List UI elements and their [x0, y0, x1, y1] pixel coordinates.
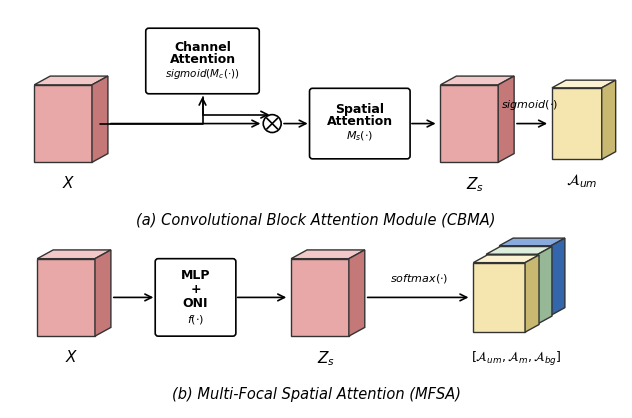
FancyBboxPatch shape — [155, 259, 236, 336]
Polygon shape — [498, 76, 514, 162]
Polygon shape — [95, 250, 111, 336]
Polygon shape — [473, 263, 525, 332]
Text: $Z_s$: $Z_s$ — [317, 349, 335, 368]
Polygon shape — [499, 238, 565, 246]
Text: ONI: ONI — [183, 297, 209, 310]
Text: $\mathcal{A}_{um}$: $\mathcal{A}_{um}$ — [566, 172, 598, 190]
Text: Attention: Attention — [327, 115, 393, 128]
Polygon shape — [34, 85, 92, 162]
Polygon shape — [441, 76, 514, 85]
Text: $Z_s$: $Z_s$ — [466, 175, 484, 194]
Polygon shape — [552, 88, 602, 159]
Text: $X$: $X$ — [63, 175, 76, 191]
Text: +: + — [190, 283, 201, 296]
Polygon shape — [551, 238, 565, 315]
Polygon shape — [486, 254, 538, 324]
Text: (b) Multi-Focal Spatial Attention (MFSA): (b) Multi-Focal Spatial Attention (MFSA) — [171, 387, 461, 402]
Polygon shape — [552, 80, 616, 88]
Text: $softmax(\cdot)$: $softmax(\cdot)$ — [390, 273, 448, 285]
Text: $X$: $X$ — [65, 349, 79, 365]
Polygon shape — [499, 246, 551, 315]
Text: Spatial: Spatial — [336, 103, 384, 116]
Text: $sigmoid(\cdot)$: $sigmoid(\cdot)$ — [501, 98, 557, 112]
Polygon shape — [538, 247, 552, 324]
Text: $sigmoid(M_c(\cdot))$: $sigmoid(M_c(\cdot))$ — [165, 67, 240, 81]
Text: (a) Convolutional Block Attention Module (CBMA): (a) Convolutional Block Attention Module… — [137, 212, 495, 227]
FancyBboxPatch shape — [146, 28, 259, 94]
Polygon shape — [37, 250, 111, 259]
Polygon shape — [37, 259, 95, 336]
Polygon shape — [291, 250, 365, 259]
Polygon shape — [92, 76, 108, 162]
Text: $M_s(\cdot)$: $M_s(\cdot)$ — [346, 130, 374, 143]
Text: Attention: Attention — [169, 53, 236, 66]
Polygon shape — [34, 76, 108, 85]
Circle shape — [264, 115, 281, 133]
Text: $f(\cdot)$: $f(\cdot)$ — [187, 313, 204, 326]
Polygon shape — [486, 247, 552, 254]
Polygon shape — [473, 255, 539, 263]
Text: $[\mathcal{A}_{um},\mathcal{A}_{m},\mathcal{A}_{bg}]$: $[\mathcal{A}_{um},\mathcal{A}_{m},\math… — [471, 350, 562, 368]
Polygon shape — [349, 250, 365, 336]
Polygon shape — [602, 80, 616, 159]
FancyBboxPatch shape — [310, 88, 410, 159]
Text: Channel: Channel — [174, 41, 231, 54]
Polygon shape — [525, 255, 539, 332]
Polygon shape — [291, 259, 349, 336]
Text: MLP: MLP — [181, 269, 210, 282]
Polygon shape — [441, 85, 498, 162]
